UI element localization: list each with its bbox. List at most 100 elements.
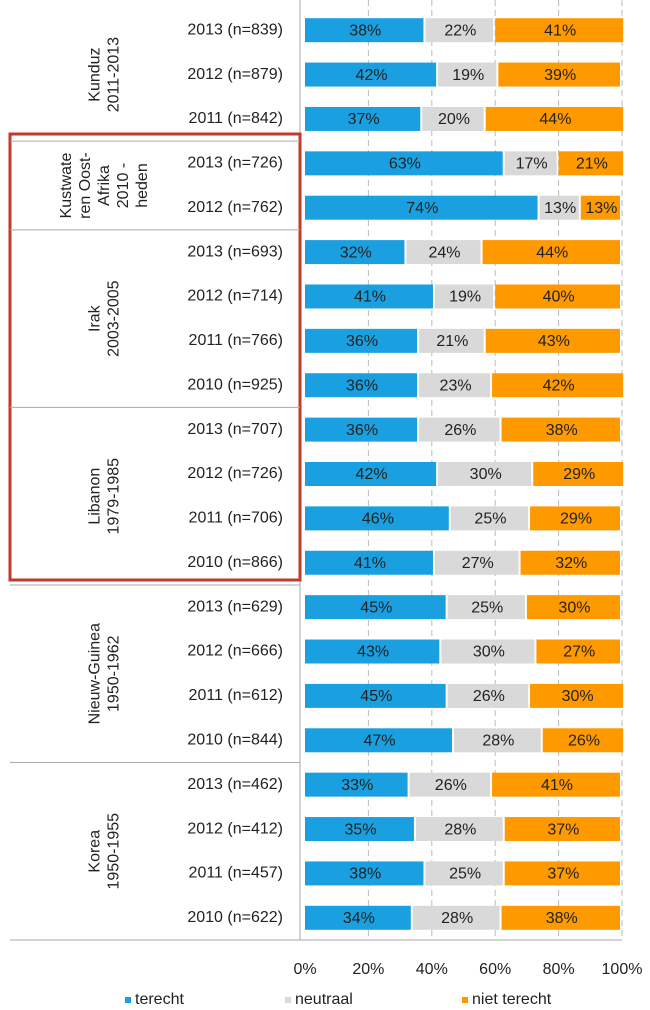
group-label-line: 2003-2005 xyxy=(106,280,123,357)
category-label: 2013 (n=726) xyxy=(187,155,283,172)
category-label: 2012 (n=726) xyxy=(187,465,283,482)
bar-segment xyxy=(530,683,624,708)
value-label: 26% xyxy=(568,733,600,750)
bar-segment xyxy=(539,195,579,220)
value-label: 44% xyxy=(536,244,568,261)
value-label: 30% xyxy=(470,466,502,483)
value-label: 19% xyxy=(452,67,484,84)
value-label: 13% xyxy=(544,200,576,217)
value-label: 28% xyxy=(482,733,514,750)
value-label: 26% xyxy=(435,777,467,794)
group-label-line: 1950-1962 xyxy=(106,635,123,712)
bar-segment xyxy=(447,683,529,708)
category-label: 2013 (n=839) xyxy=(187,21,283,38)
bar-segment xyxy=(419,417,500,442)
bar-segment xyxy=(305,62,437,87)
x-tick-label: 80% xyxy=(543,961,575,978)
legend-label: neutraal xyxy=(295,991,353,1008)
group-label-line: 1950-1955 xyxy=(106,813,123,890)
group-label: Nieuw-Guinea 1950-1962 xyxy=(87,623,123,724)
value-label: 42% xyxy=(356,466,388,483)
value-label: 41% xyxy=(544,22,576,39)
group-label-line: Afrika xyxy=(96,165,113,206)
bar-segment xyxy=(504,817,620,842)
bar-segment xyxy=(305,240,405,265)
bar-segment xyxy=(305,817,414,842)
bar-segment xyxy=(305,728,452,753)
value-label: 43% xyxy=(538,333,570,350)
bar-segment xyxy=(305,328,418,353)
bar-segment xyxy=(485,106,624,131)
bar-segment xyxy=(495,18,624,43)
bar-segment xyxy=(305,905,411,930)
x-tick-label: 20% xyxy=(352,961,384,978)
group-label-line: ren Oost- xyxy=(77,152,94,219)
category-label: 2012 (n=412) xyxy=(187,820,283,837)
value-label: 44% xyxy=(539,111,571,128)
bar-segment xyxy=(542,728,624,753)
value-label: 28% xyxy=(441,910,473,927)
group-label: Kunduz 2011-2013 xyxy=(87,37,123,112)
bar-segment xyxy=(305,595,446,620)
legend-label: niet terecht xyxy=(472,991,552,1008)
value-label: 38% xyxy=(349,22,381,39)
category-label: 2011 (n=706) xyxy=(189,510,283,527)
category-label: 2012 (n=762) xyxy=(187,199,283,216)
value-label: 34% xyxy=(343,910,375,927)
value-label: 28% xyxy=(444,821,476,838)
value-label: 30% xyxy=(562,688,594,705)
value-label: 29% xyxy=(563,466,595,483)
group-label-line: Nieuw-Guinea xyxy=(87,623,104,724)
bar-segment xyxy=(533,462,624,486)
category-label: 2010 (n=844) xyxy=(187,732,283,749)
group-label-line: Kustwate xyxy=(58,153,75,219)
bar-segment xyxy=(305,861,424,886)
group-label-line: 2010 - xyxy=(115,163,132,208)
value-label: 27% xyxy=(462,555,494,572)
category-label: 2013 (n=693) xyxy=(187,243,283,260)
bar-segment xyxy=(305,462,437,486)
bar-segment xyxy=(498,62,620,87)
value-label: 36% xyxy=(346,377,378,394)
bar-segment xyxy=(422,106,484,131)
category-label: 2011 (n=766) xyxy=(189,332,283,349)
bar-segment xyxy=(504,861,620,886)
category-label: 2013 (n=462) xyxy=(187,776,283,793)
category-label: 2010 (n=622) xyxy=(187,909,283,926)
value-label: 37% xyxy=(547,866,579,883)
value-label: 47% xyxy=(363,733,395,750)
bar-segment xyxy=(438,462,532,486)
category-label: 2012 (n=879) xyxy=(187,66,283,83)
bar-segment xyxy=(305,18,424,43)
bar-segment xyxy=(536,639,620,664)
bar-segment xyxy=(305,550,433,575)
bar-segment xyxy=(425,861,503,886)
group-label: Kustwate ren Oost- Afrika 2010 - heden xyxy=(58,152,151,219)
bar-segment xyxy=(305,506,449,531)
bar-segment xyxy=(305,772,408,797)
bar-segment xyxy=(305,151,503,176)
value-label: 27% xyxy=(563,644,595,661)
group-label-line: Irak xyxy=(87,304,104,332)
bar-segment xyxy=(305,373,418,398)
value-label: 38% xyxy=(546,422,578,439)
value-label: 26% xyxy=(473,688,505,705)
value-label: 21% xyxy=(436,333,468,350)
value-label: 29% xyxy=(560,511,592,528)
value-label: 20% xyxy=(438,111,470,128)
value-label: 41% xyxy=(354,289,386,306)
group-label-line: heden xyxy=(134,163,151,208)
bar-segment xyxy=(530,506,620,531)
bar-segment xyxy=(305,195,538,220)
value-label: 24% xyxy=(428,244,460,261)
x-tick-label: 60% xyxy=(479,961,511,978)
value-label: 30% xyxy=(473,644,505,661)
category-label: 2013 (n=629) xyxy=(187,598,283,615)
bar-segment xyxy=(305,284,433,309)
bar-segment xyxy=(492,373,624,398)
value-label: 42% xyxy=(356,67,388,84)
bar-segment xyxy=(485,328,620,353)
category-label: 2012 (n=714) xyxy=(187,288,283,305)
value-label: 37% xyxy=(547,821,579,838)
group-label-line: 1979-1985 xyxy=(106,458,123,535)
